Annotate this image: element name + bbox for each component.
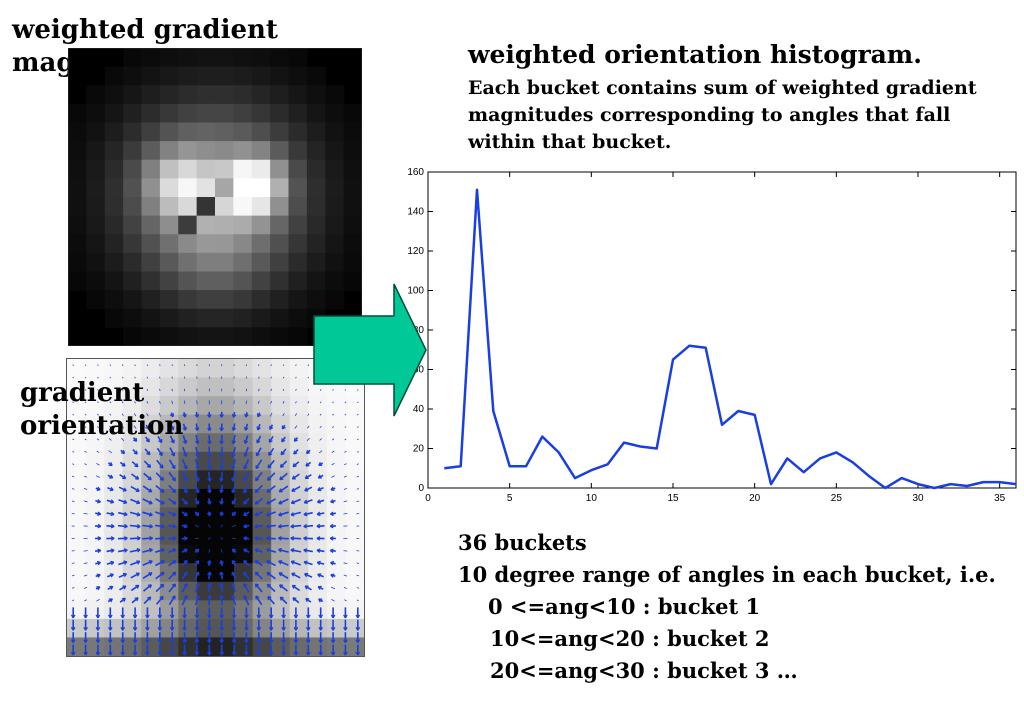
bucket-notes: 36 buckets 10 degree range of angles in …	[458, 527, 996, 687]
x-tick-label: 10	[586, 493, 598, 504]
x-tick-label: 30	[912, 493, 924, 504]
notes-line-5: 20<=ang<30 : bucket 3 …	[490, 658, 798, 683]
y-tick-label: 100	[407, 286, 424, 297]
x-tick-label: 20	[749, 493, 761, 504]
y-tick-label: 80	[413, 325, 425, 336]
orientation-label-line1: gradient	[20, 378, 145, 408]
y-tick-label: 0	[418, 483, 424, 494]
notes-line-1: 36 buckets	[458, 530, 587, 555]
histogram-series-line	[444, 188, 1017, 490]
x-tick-label: 35	[994, 493, 1006, 504]
orientation-histogram-chart: 0 20 40 60 80 100 120 140 160 0 5 10 15 20 25 30 35	[407, 167, 1017, 504]
gradient-orientation-image	[66, 358, 365, 657]
x-tick-label: 0	[425, 493, 431, 504]
plot-axes-box	[427, 171, 1017, 489]
x-tick-label: 15	[667, 493, 679, 504]
orientation-label-line2: orientation	[20, 411, 184, 441]
notes-line-2: 10 degree range of angles in each bucket…	[458, 562, 996, 587]
orientation-label: gradient orientation	[20, 377, 183, 443]
y-tick-label: 60	[413, 365, 425, 376]
y-tick-label: 140	[407, 207, 424, 218]
y-tick-label: 20	[413, 444, 425, 455]
notes-line-3: 0 <=ang<10 : bucket 1	[488, 594, 761, 619]
histogram-title: weighted orientation histogram.	[468, 40, 922, 69]
gradient-magnitude-image	[68, 48, 362, 346]
y-tick-label: 40	[413, 404, 425, 415]
y-tick-label: 160	[407, 167, 424, 178]
right-arrow-icon	[313, 283, 427, 417]
x-tick-label: 25	[831, 493, 843, 504]
y-tick-label: 120	[407, 246, 424, 257]
notes-line-4: 10<=ang<20 : bucket 2	[490, 626, 770, 651]
magnitude-label-line1: weighted gradient	[12, 15, 278, 45]
x-tick-label: 5	[507, 493, 513, 504]
histogram-description: Each bucket contains sum of weighted gra…	[468, 77, 977, 153]
